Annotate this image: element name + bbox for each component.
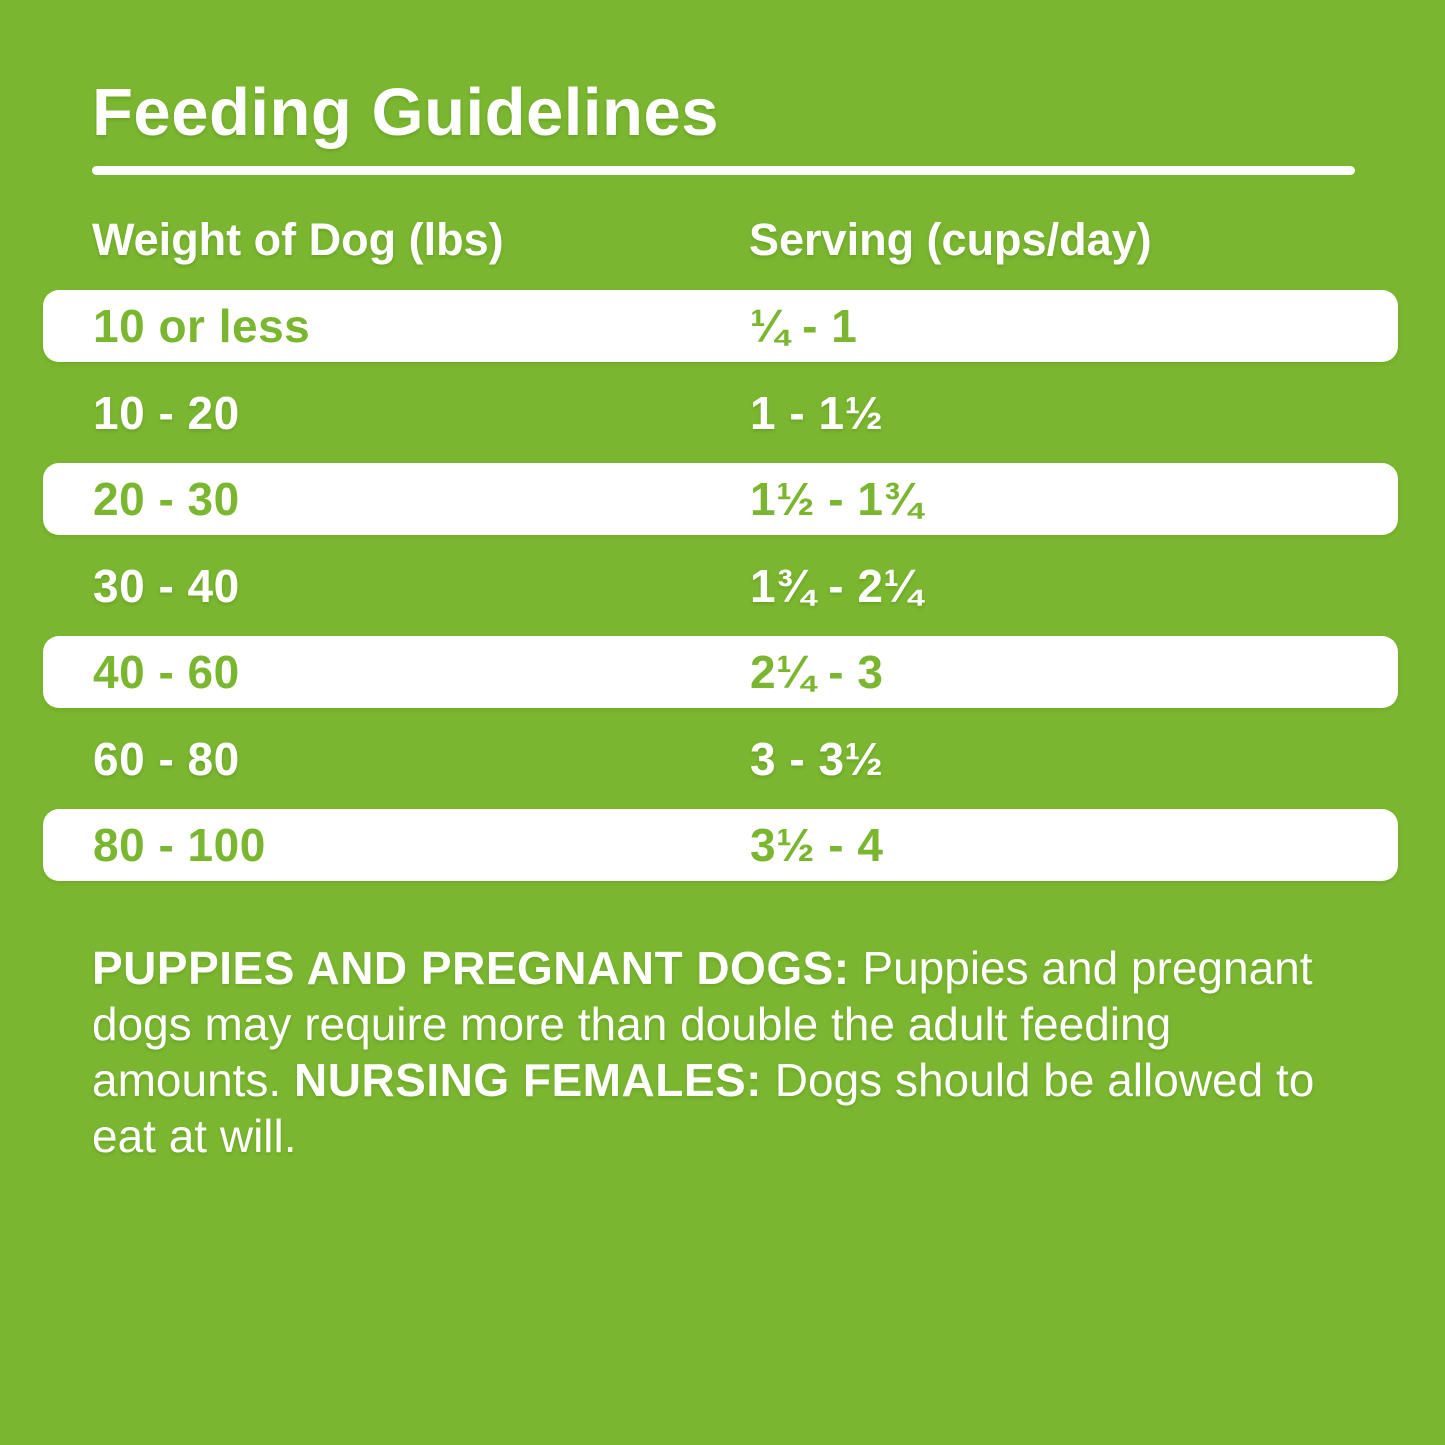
feeding-table: 10 or less ¼ - 1 10 - 20 1 - 1½ 20 - 30 … — [43, 283, 1398, 889]
serving-cell: 2¼ - 3 — [750, 646, 884, 699]
serving-cell: 3 - 3½ — [750, 732, 884, 785]
weight-cell: 60 - 80 — [93, 732, 240, 785]
weight-cell: 30 - 40 — [93, 559, 240, 612]
weight-cell: 10 - 20 — [93, 386, 240, 439]
notes-body-nursing: Dogs should be allowed to eat at will. — [92, 1054, 1315, 1162]
feeding-notes: PUPPIES AND PREGNANT DOGS: Puppies and p… — [92, 940, 1364, 1164]
table-row: 40 - 60 2¼ - 3 — [43, 636, 1398, 709]
serving-cell: 1¾ - 2¼ — [750, 559, 923, 612]
table-row: 80 - 100 3½ - 4 — [43, 809, 1398, 882]
notes-heading-puppies: PUPPIES AND PREGNANT DOGS: — [92, 942, 850, 994]
page-title: Feeding Guidelines — [92, 75, 719, 150]
title-divider — [92, 166, 1355, 175]
weight-cell: 20 - 30 — [93, 473, 240, 526]
serving-cell: ¼ - 1 — [750, 300, 858, 353]
notes-body-puppies: Puppies and pregnant dogs may require mo… — [92, 942, 1313, 1106]
column-header-weight: Weight of Dog (lbs) — [92, 214, 504, 265]
column-header-serving: Serving (cups/day) — [749, 214, 1152, 265]
weight-cell: 10 or less — [93, 300, 311, 353]
serving-cell: 1½ - 1¾ — [750, 473, 923, 526]
serving-cell: 1 - 1½ — [750, 386, 884, 439]
notes-heading-nursing: NURSING FEMALES: — [294, 1054, 762, 1106]
table-header-row: Weight of Dog (lbs) Serving (cups/day) — [92, 214, 1355, 266]
table-row: 20 - 30 1½ - 1¾ — [43, 463, 1398, 536]
weight-cell: 40 - 60 — [93, 646, 240, 699]
weight-cell: 80 - 100 — [93, 819, 266, 872]
table-row: 60 - 80 3 - 3½ — [43, 716, 1398, 803]
table-row: 10 or less ¼ - 1 — [43, 290, 1398, 363]
table-row: 10 - 20 1 - 1½ — [43, 370, 1398, 457]
table-row: 30 - 40 1¾ - 2¼ — [43, 543, 1398, 630]
serving-cell: 3½ - 4 — [750, 819, 884, 872]
